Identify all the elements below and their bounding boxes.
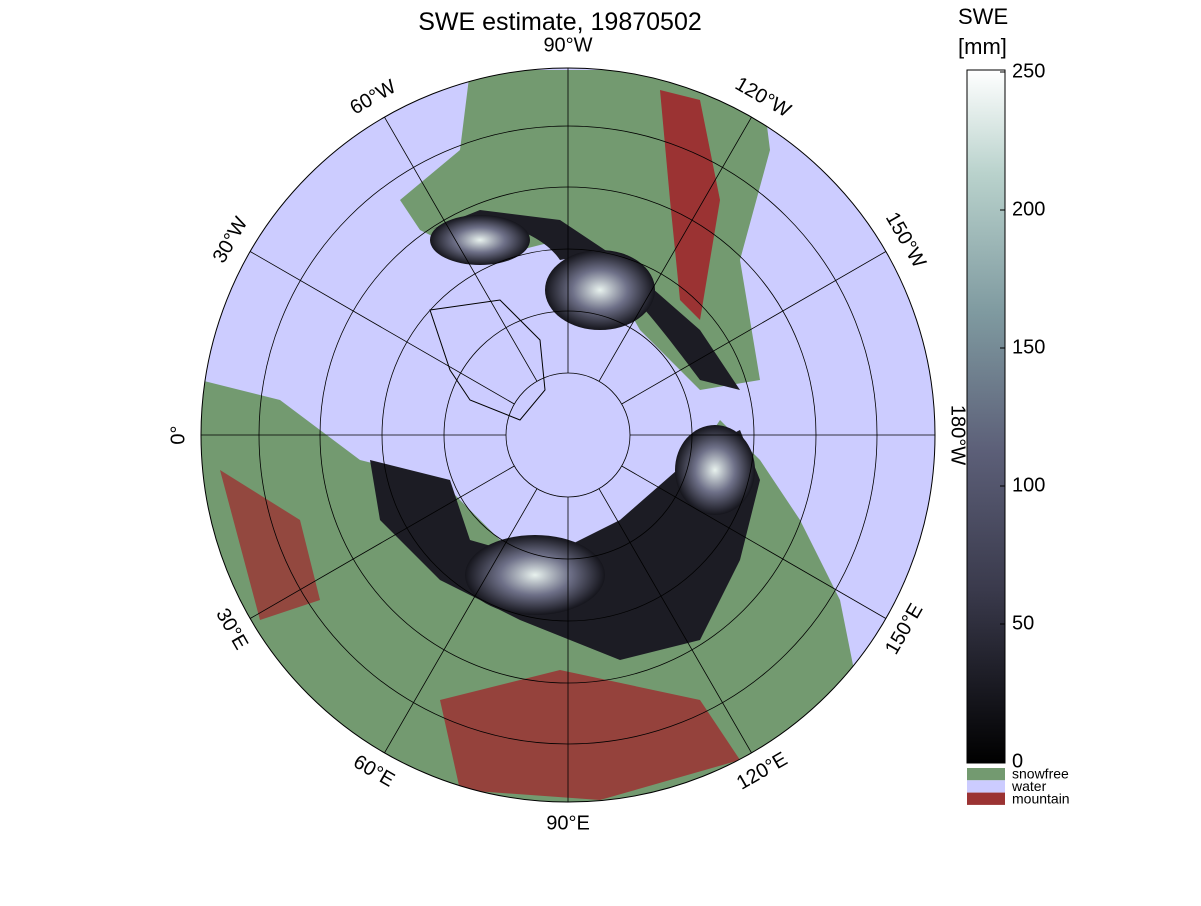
colorbar (966, 69, 1006, 764)
meridian-line (598, 116, 752, 382)
title: SWE estimate, 19870502 (418, 8, 702, 36)
colorbar-tick-label: 100 (1012, 474, 1045, 496)
meridian-line (621, 251, 887, 405)
meridian-line (249, 465, 515, 619)
meridian-label: 180°W (947, 405, 969, 465)
map (201, 68, 935, 802)
legend-swatch (967, 768, 1005, 781)
meridian-line (249, 251, 515, 405)
colorbar-tick-label: 0 (1012, 750, 1023, 772)
colorbar-tick-label: 250 (1012, 60, 1045, 82)
colorbar-tick-label: 50 (1012, 612, 1034, 634)
meridian-line (384, 116, 538, 382)
meridian-label: 90°E (546, 812, 590, 834)
legend-label: snowfree (1012, 766, 1069, 782)
meridian-label: 0° (167, 425, 189, 444)
colorbar-label: SWE (958, 4, 1008, 29)
map-border (200, 67, 936, 803)
legend-label: mountain (1012, 790, 1070, 806)
meridian-label: 90°W (543, 34, 592, 56)
colorbar-tick-label: 200 (1012, 198, 1045, 220)
colorbar-tick-label: 150 (1012, 336, 1045, 358)
legend-swatch (967, 792, 1005, 805)
meridian-line (621, 465, 887, 619)
legend-swatch (967, 780, 1005, 793)
graticule (201, 68, 935, 802)
colorbar-label: [mm] (958, 34, 1007, 59)
meridian-line (598, 488, 752, 754)
meridian-line (384, 488, 538, 754)
legend-label: water (1011, 778, 1047, 794)
